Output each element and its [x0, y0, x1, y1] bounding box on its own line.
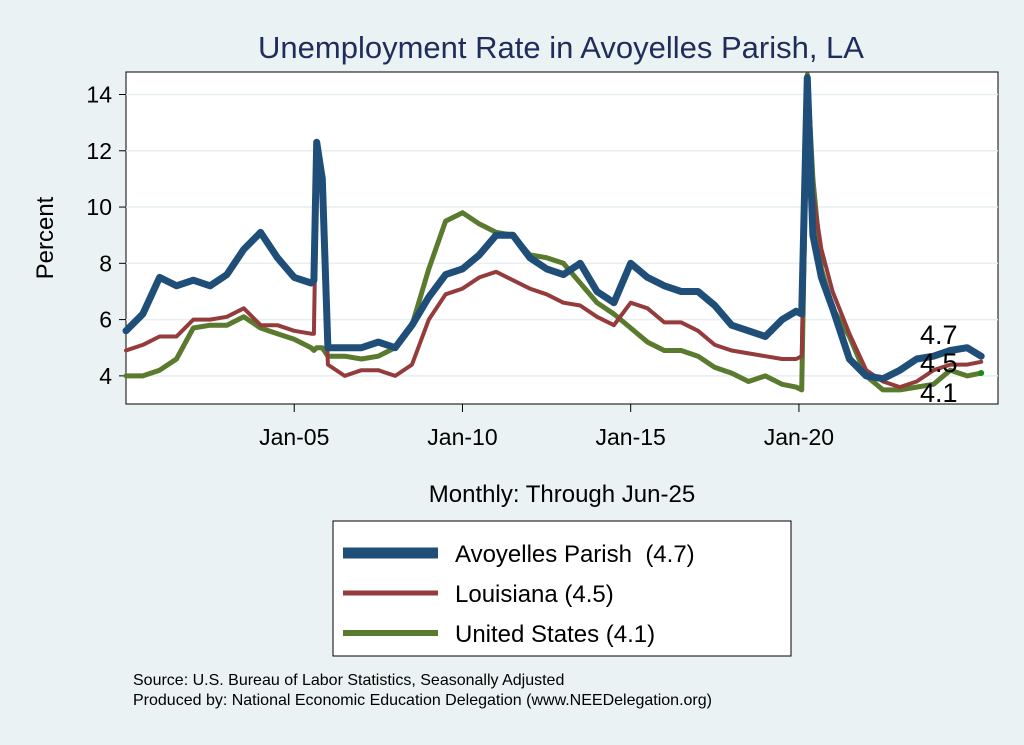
legend-label: United States (4.1): [455, 621, 655, 648]
series-line-1: [124, 78, 984, 390]
y-tick-label: 14: [86, 82, 112, 108]
legend-label: Avoyelles Parish (4.7): [455, 541, 695, 568]
chart-title: Unemployment Rate in Avoyelles Parish, L…: [258, 30, 864, 65]
y-tick-label: 4: [99, 363, 112, 389]
series-line-0: [122, 74, 985, 383]
end-value-label: 4.7: [920, 320, 958, 350]
legend: Avoyelles Parish (4.7) Louisiana (4.5) Uni…: [332, 520, 792, 657]
legend-label: Louisiana (4.5): [455, 581, 614, 608]
end-value-label: 4.1: [920, 378, 958, 408]
end-marker: [978, 370, 985, 377]
y-tick-label: 10: [86, 194, 112, 220]
x-tick-label: Jan-10: [427, 424, 497, 450]
source-note: Source: U.S. Bureau of Labor Statistics,…: [133, 672, 565, 689]
series-lines: [122, 72, 985, 393]
producer-note: Produced by: National Economic Education…: [133, 692, 712, 709]
y-tick-label: 6: [99, 307, 112, 333]
x-tick-label: Jan-05: [259, 424, 329, 450]
x-tick-label: Jan-15: [596, 424, 666, 450]
grid-lines: [126, 93, 998, 377]
end-value-label: 4.5: [920, 348, 958, 378]
y-tick-label: 8: [99, 250, 112, 276]
end-labels: 4.74.54.1: [920, 320, 985, 408]
x-tick-label: Jan-20: [764, 424, 834, 450]
x-axis-label: Monthly: Through Jun-25: [429, 481, 695, 508]
y-tick-label: 12: [86, 138, 112, 164]
axes: 4 6 8 10 12 14 Jan-05 Jan-10 Jan-15 Jan-20: [86, 82, 834, 450]
y-axis-label: Percent: [32, 196, 59, 279]
